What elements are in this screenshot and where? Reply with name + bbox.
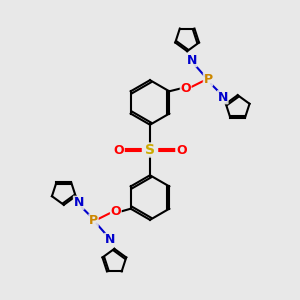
- Text: O: O: [110, 205, 121, 218]
- Text: O: O: [180, 82, 191, 95]
- Text: P: P: [203, 73, 212, 86]
- Text: S: S: [145, 143, 155, 157]
- Text: N: N: [218, 91, 228, 104]
- Text: O: O: [176, 143, 187, 157]
- Text: N: N: [105, 233, 115, 246]
- Text: O: O: [113, 143, 124, 157]
- Text: P: P: [89, 214, 98, 227]
- Text: N: N: [186, 54, 197, 67]
- Text: N: N: [74, 196, 84, 209]
